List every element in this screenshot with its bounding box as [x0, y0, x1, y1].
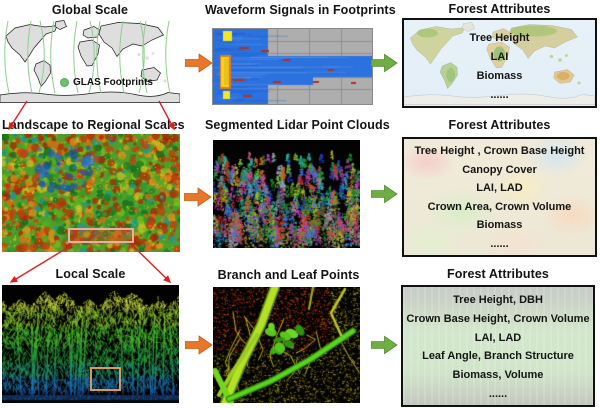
green-flow-arrow-icon: [371, 53, 398, 73]
forest-attributes-box-landscape: Tree Height , Crown Base Height Canopy C…: [402, 137, 597, 257]
forest-attributes-box-local: Tree Height, DBH Crown Base Height, Crow…: [401, 285, 595, 407]
branch-leaf-title: Branch and Leaf Points: [217, 268, 360, 282]
attribute-item: LAI, LAD: [476, 182, 523, 195]
segmented-clouds-title: Segmented Lidar Point Clouds: [205, 118, 390, 132]
forest-attributes-title-landscape: Forest Attributes: [448, 118, 551, 132]
attribute-item: Crown Base Height, Crown Volume: [406, 312, 590, 325]
global-scale-title: Global Scale: [51, 3, 129, 17]
global-map-panel: GLAS Footprints: [0, 18, 180, 106]
world-map-image: [0, 20, 180, 103]
attribute-item: LAI: [490, 51, 509, 63]
landscape-scale-title: Landscape to Regional Scales: [2, 118, 185, 132]
attribute-item: Tree Height, DBH: [453, 294, 543, 306]
forest-attributes-box-global: Tree Height LAI Biomass ......: [402, 18, 597, 108]
attribute-item: Tree Height , Crown Base Height: [414, 145, 585, 157]
green-flow-arrow-icon: [371, 184, 398, 204]
orange-flow-arrow-icon: [185, 335, 213, 355]
landcover-map-background: [404, 22, 595, 105]
attribute-item: ......: [490, 89, 509, 101]
segmented-point-cloud-image: [213, 140, 360, 248]
attribute-item: ......: [488, 387, 508, 400]
attribute-item: Biomass, Volume: [452, 369, 544, 382]
orange-flow-arrow-icon: [185, 53, 213, 73]
waveform-signals-image: [212, 28, 373, 105]
orange-flow-arrow-icon: [184, 187, 212, 207]
attribute-item: Canopy Cover: [462, 163, 537, 176]
local-scale-title: Local Scale: [55, 267, 126, 281]
glas-footprints-legend: GLAS Footprints: [60, 77, 153, 88]
attribute-item: Crown Area, Crown Volume: [427, 200, 572, 213]
chm-zoom-region-rect: [68, 228, 134, 243]
green-flow-arrow-icon: [371, 335, 398, 355]
attribute-item: Leaf Angle, Branch Structure: [422, 350, 574, 363]
branch-leaf-points-image: [213, 287, 360, 403]
canopy-height-model-image: [2, 134, 180, 252]
forest-attributes-title-local: Forest Attributes: [447, 267, 549, 281]
attribute-item: ......: [490, 237, 509, 250]
local-zoom-region-rect: [90, 367, 121, 391]
forest-attributes-title-global: Forest Attributes: [448, 2, 551, 16]
glas-footprints-label: GLAS Footprints: [73, 77, 153, 88]
attribute-item: LAI, LAD: [474, 331, 522, 344]
glas-footprint-marker-icon: [60, 78, 69, 87]
attribute-item: Tree Height: [469, 32, 530, 44]
attribute-item: Biomass: [476, 219, 523, 232]
attribute-item: Biomass: [476, 70, 523, 82]
waveform-title: Waveform Signals in Footprints: [205, 3, 396, 17]
